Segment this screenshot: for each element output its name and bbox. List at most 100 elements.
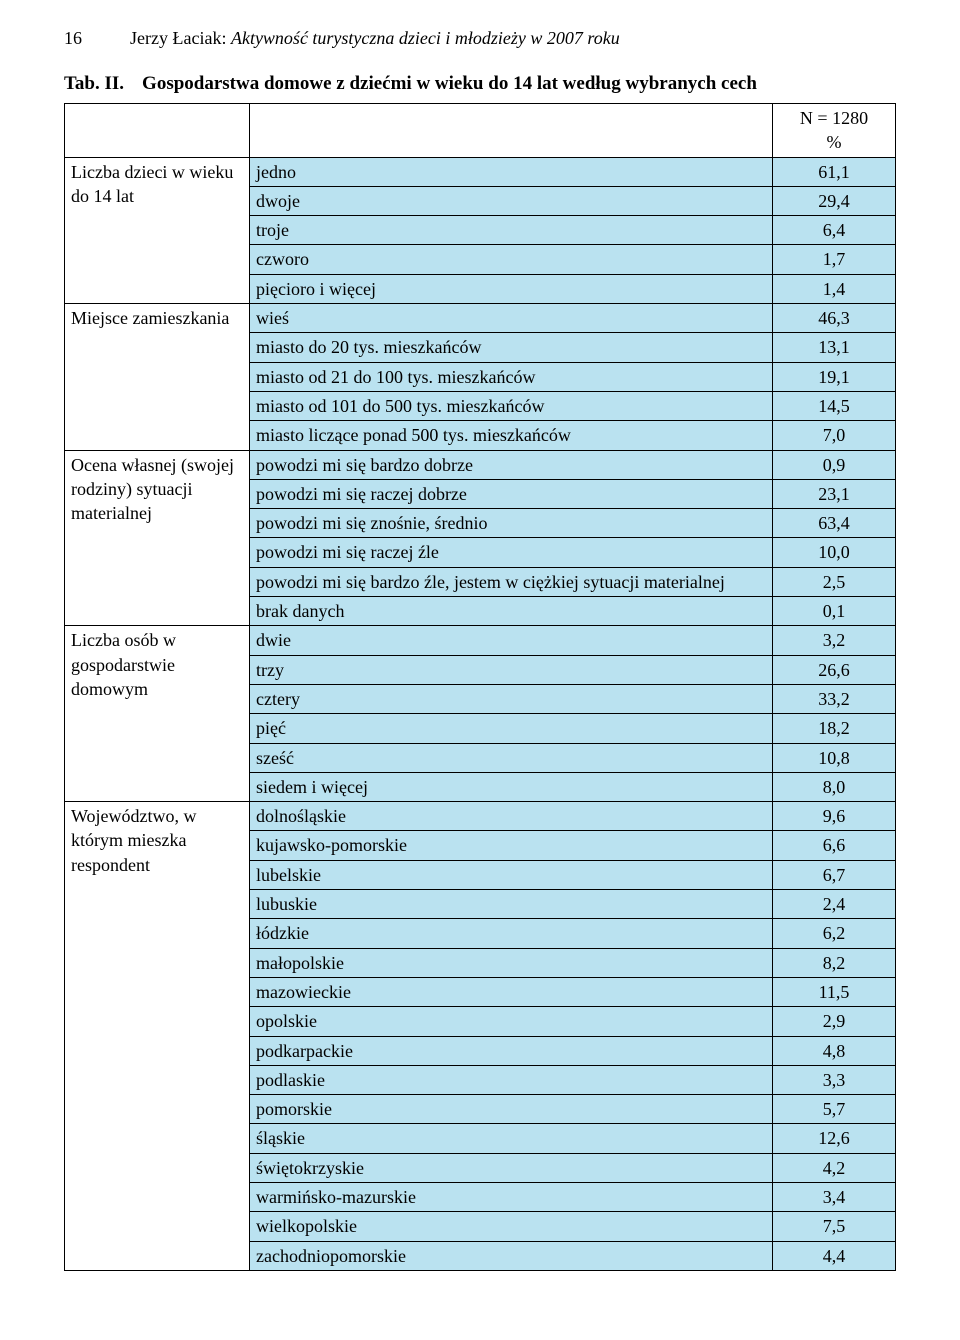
row-value-cell: 4,4 [773, 1241, 896, 1270]
row-value-cell: 18,2 [773, 714, 896, 743]
table-row: Liczba dzieci w wieku do 14 latjedno61,1 [65, 157, 896, 186]
table-row: Liczba osób w gospodarstwie domowymdwie3… [65, 626, 896, 655]
row-label-cell: świętokrzyskie [250, 1153, 773, 1182]
row-label-cell: miasto do 20 tys. mieszkańców [250, 333, 773, 362]
row-value-cell: 9,6 [773, 802, 896, 831]
row-value-cell: 3,4 [773, 1182, 896, 1211]
row-value-cell: 2,9 [773, 1007, 896, 1036]
row-value-cell: 4,8 [773, 1036, 896, 1065]
row-label-cell: warmińsko-mazurskie [250, 1182, 773, 1211]
row-label-cell: wieś [250, 304, 773, 333]
row-label-cell: trzy [250, 655, 773, 684]
row-value-cell: 23,1 [773, 479, 896, 508]
row-label-cell: powodzi mi się raczej źle [250, 538, 773, 567]
row-label-cell: małopolskie [250, 948, 773, 977]
table-header-row: N = 1280 % [65, 104, 896, 158]
row-value-cell: 6,2 [773, 919, 896, 948]
row-label-cell: miasto od 101 do 500 tys. mieszkańców [250, 391, 773, 420]
row-value-cell: 10,8 [773, 743, 896, 772]
table-caption: Tab. II. Gospodarstwa domowe z dziećmi w… [64, 73, 896, 95]
row-value-cell: 13,1 [773, 333, 896, 362]
row-label-cell: brak danych [250, 597, 773, 626]
row-value-cell: 3,3 [773, 1065, 896, 1094]
row-label-cell: pięcioro i więcej [250, 274, 773, 303]
row-label-cell: lubuskie [250, 890, 773, 919]
table-number: Tab. II. [64, 73, 124, 95]
document-page: 16 Jerzy Łaciak: Aktywność turystyczna d… [0, 0, 960, 1311]
row-value-cell: 8,2 [773, 948, 896, 977]
row-value-cell: 10,0 [773, 538, 896, 567]
row-label-cell: powodzi mi się bardzo dobrze [250, 450, 773, 479]
row-value-cell: 2,5 [773, 567, 896, 596]
row-value-cell: 46,3 [773, 304, 896, 333]
row-label-cell: pięć [250, 714, 773, 743]
row-label-cell: pomorskie [250, 1095, 773, 1124]
n-percent: % [779, 130, 889, 154]
row-label-cell: łódzkie [250, 919, 773, 948]
row-value-cell: 33,2 [773, 684, 896, 713]
row-label-cell: cztery [250, 684, 773, 713]
row-value-cell: 6,6 [773, 831, 896, 860]
row-label-cell: powodzi mi się znośnie, średnio [250, 509, 773, 538]
header-blank-label [250, 104, 773, 158]
row-label-cell: dwie [250, 626, 773, 655]
category-cell: Ocena własnej (swojej rodziny) sytuacji … [65, 450, 250, 626]
table-row: Ocena własnej (swojej rodziny) sytuacji … [65, 450, 896, 479]
row-label-cell: opolskie [250, 1007, 773, 1036]
category-cell: Liczba dzieci w wieku do 14 lat [65, 157, 250, 303]
category-cell: Liczba osób w gospodarstwie domowym [65, 626, 250, 802]
row-label-cell: podlaskie [250, 1065, 773, 1094]
row-value-cell: 1,7 [773, 245, 896, 274]
row-label-cell: kujawsko-pomorskie [250, 831, 773, 860]
row-value-cell: 5,7 [773, 1095, 896, 1124]
header-title: Aktywność turystyczna dzieci i młodzieży… [231, 28, 620, 49]
row-label-cell: zachodniopomorskie [250, 1241, 773, 1270]
row-label-cell: miasto liczące ponad 500 tys. mieszkańcó… [250, 421, 773, 450]
row-label-cell: podkarpackie [250, 1036, 773, 1065]
row-value-cell: 12,6 [773, 1124, 896, 1153]
row-value-cell: 7,0 [773, 421, 896, 450]
row-label-cell: sześć [250, 743, 773, 772]
row-label-cell: śląskie [250, 1124, 773, 1153]
header-author: Jerzy Łaciak: [130, 28, 226, 49]
row-value-cell: 63,4 [773, 509, 896, 538]
row-value-cell: 7,5 [773, 1212, 896, 1241]
row-value-cell: 1,4 [773, 274, 896, 303]
table-row: Województwo, w którym mieszka respondent… [65, 802, 896, 831]
row-value-cell: 4,2 [773, 1153, 896, 1182]
row-value-cell: 0,1 [773, 597, 896, 626]
row-value-cell: 2,4 [773, 890, 896, 919]
row-value-cell: 3,2 [773, 626, 896, 655]
row-label-cell: dolnośląskie [250, 802, 773, 831]
table-title: Gospodarstwa domowe z dziećmi w wieku do… [142, 73, 757, 95]
row-label-cell: dwoje [250, 186, 773, 215]
row-value-cell: 29,4 [773, 186, 896, 215]
row-value-cell: 14,5 [773, 391, 896, 420]
row-value-cell: 19,1 [773, 362, 896, 391]
row-value-cell: 6,4 [773, 216, 896, 245]
page-number: 16 [64, 28, 82, 49]
n-value: N = 1280 [779, 106, 889, 130]
header-blank-cat [65, 104, 250, 158]
row-label-cell: jedno [250, 157, 773, 186]
row-label-cell: czworo [250, 245, 773, 274]
row-label-cell: wielkopolskie [250, 1212, 773, 1241]
row-label-cell: mazowieckie [250, 977, 773, 1006]
row-label-cell: miasto od 21 do 100 tys. mieszkańców [250, 362, 773, 391]
row-value-cell: 61,1 [773, 157, 896, 186]
row-label-cell: lubelskie [250, 860, 773, 889]
table-row: Miejsce zamieszkaniawieś46,3 [65, 304, 896, 333]
row-label-cell: powodzi mi się bardzo źle, jestem w cięż… [250, 567, 773, 596]
row-label-cell: siedem i więcej [250, 772, 773, 801]
row-value-cell: 0,9 [773, 450, 896, 479]
row-label-cell: troje [250, 216, 773, 245]
row-value-cell: 11,5 [773, 977, 896, 1006]
data-table: N = 1280 % Liczba dzieci w wieku do 14 l… [64, 103, 896, 1271]
row-value-cell: 26,6 [773, 655, 896, 684]
category-cell: Województwo, w którym mieszka respondent [65, 802, 250, 1271]
n-header: N = 1280 % [773, 104, 896, 158]
row-value-cell: 8,0 [773, 772, 896, 801]
running-header: 16 Jerzy Łaciak: Aktywność turystyczna d… [64, 28, 896, 49]
category-cell: Miejsce zamieszkania [65, 304, 250, 450]
row-label-cell: powodzi mi się raczej dobrze [250, 479, 773, 508]
